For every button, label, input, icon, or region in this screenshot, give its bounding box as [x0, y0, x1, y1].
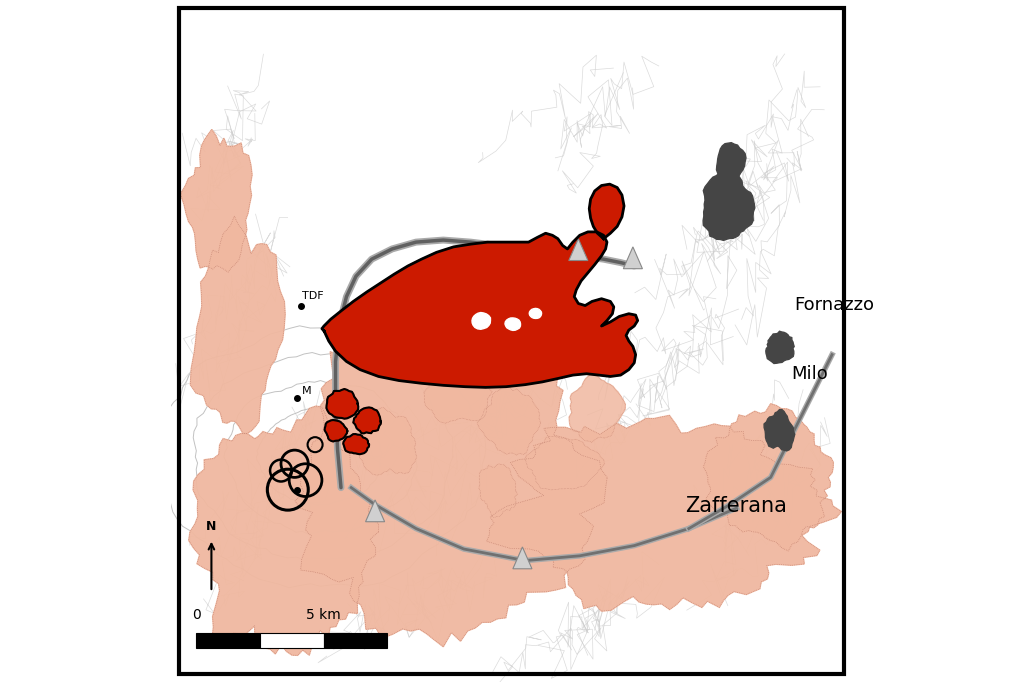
Polygon shape	[390, 328, 431, 381]
Bar	[323, 633, 388, 648]
Polygon shape	[764, 409, 795, 451]
Polygon shape	[479, 464, 518, 518]
Polygon shape	[505, 318, 521, 331]
Polygon shape	[716, 143, 746, 182]
Polygon shape	[424, 368, 492, 424]
Polygon shape	[326, 389, 358, 419]
Text: 0: 0	[192, 608, 201, 622]
Text: Fornazzo: Fornazzo	[795, 296, 875, 314]
Polygon shape	[324, 420, 347, 441]
Polygon shape	[487, 415, 841, 611]
Text: Milo: Milo	[791, 364, 828, 383]
Text: Zafferana: Zafferana	[685, 496, 788, 516]
Polygon shape	[589, 184, 624, 239]
Polygon shape	[703, 169, 755, 240]
Text: M: M	[302, 385, 312, 396]
Polygon shape	[188, 406, 379, 655]
Polygon shape	[190, 216, 285, 434]
Polygon shape	[344, 434, 369, 454]
Polygon shape	[513, 547, 532, 569]
Polygon shape	[180, 130, 252, 272]
Polygon shape	[623, 247, 642, 269]
Polygon shape	[359, 407, 416, 475]
Bar	[196, 633, 260, 648]
Polygon shape	[525, 436, 605, 490]
Polygon shape	[365, 500, 385, 522]
Polygon shape	[569, 239, 588, 261]
Polygon shape	[766, 331, 794, 364]
Polygon shape	[322, 232, 637, 387]
Polygon shape	[353, 407, 381, 433]
Text: N: N	[207, 520, 217, 533]
Polygon shape	[569, 374, 625, 443]
Text: 5 km: 5 km	[306, 608, 341, 622]
Polygon shape	[295, 309, 608, 647]
Text: TDF: TDF	[302, 291, 323, 301]
Polygon shape	[704, 404, 834, 551]
Bar	[260, 633, 323, 648]
Polygon shape	[529, 308, 541, 318]
Polygon shape	[472, 312, 490, 329]
Polygon shape	[477, 385, 540, 455]
